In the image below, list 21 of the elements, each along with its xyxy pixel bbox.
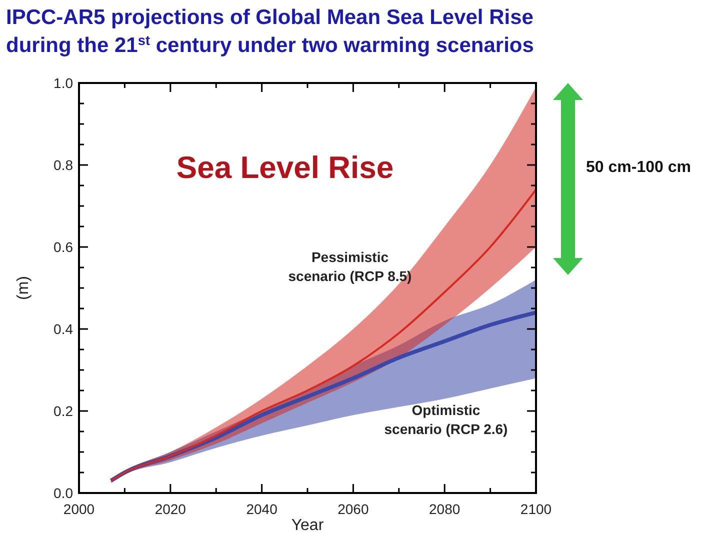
x-tick-label: 2100: [520, 501, 552, 517]
y-tick-label: 0.6: [54, 239, 74, 255]
x-tick-label: 2040: [246, 501, 278, 517]
text: Pessimistic scenario (RCP 8.5): [288, 249, 412, 284]
chart-subtitle: during the 21$^{st}$ century under two warming scenarios: [6, 32, 534, 57]
y-tick-label: 0.0: [54, 485, 74, 501]
x-axis-title: Year: [291, 517, 324, 534]
x-tick-label: 2020: [154, 501, 186, 517]
y-tick-label: 0.4: [54, 321, 74, 337]
x-tick-label: 2080: [429, 501, 460, 517]
text: 50 cm-100 cm: [586, 159, 691, 176]
text: Optimistic scenario (RCP 2.6): [384, 402, 508, 437]
y-tick-label: 0.8: [54, 157, 74, 173]
y-tick-label: 0.2: [54, 403, 74, 419]
y-tick-label: 1.0: [54, 75, 74, 91]
line-series: [110, 188, 537, 482]
chart-title: IPCC-AR5 projections of Global Mean Sea Level Rise: [6, 6, 534, 29]
x-tick-label: 2060: [338, 501, 369, 517]
x-tick-label: 2000: [63, 501, 95, 517]
y-axis-title: (m): [15, 276, 32, 300]
annotation: Sea Level Rise: [176, 150, 394, 185]
